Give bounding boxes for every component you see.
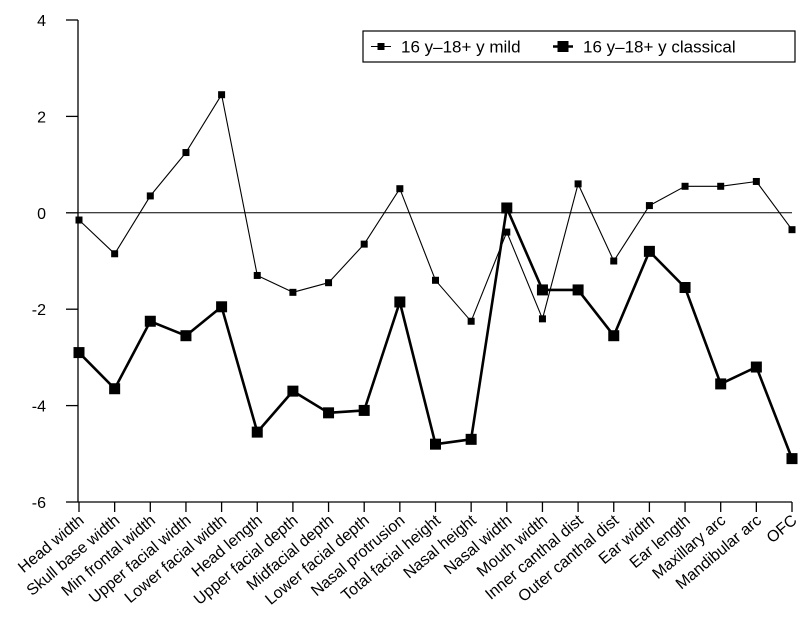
data-point <box>610 257 618 265</box>
data-point <box>750 361 762 373</box>
data-point <box>325 279 333 287</box>
data-point <box>218 91 226 99</box>
legend-label: 16 y–18+ y classical <box>583 38 736 57</box>
data-point <box>182 149 190 157</box>
data-point <box>251 426 263 438</box>
data-point <box>717 182 725 190</box>
data-point <box>467 317 475 325</box>
data-point <box>146 192 154 200</box>
data-point <box>465 433 477 445</box>
data-point <box>788 226 796 234</box>
data-point <box>394 296 406 308</box>
data-point <box>144 315 156 327</box>
data-point <box>643 245 655 257</box>
data-point <box>287 385 299 397</box>
data-point <box>73 347 85 359</box>
series-classical <box>73 202 798 465</box>
data-point <box>289 288 297 296</box>
data-point <box>503 228 511 236</box>
data-point <box>360 240 368 248</box>
y-tick-label: -2 <box>32 302 46 319</box>
data-point <box>752 177 760 185</box>
legend-item: 16 y–18+ y classical <box>553 38 736 57</box>
data-point <box>681 182 689 190</box>
legend-marker <box>377 43 385 50</box>
data-point <box>396 185 404 193</box>
data-point <box>786 453 798 465</box>
y-tick-label: -4 <box>32 399 46 416</box>
series-mild <box>75 91 796 325</box>
data-point <box>574 180 582 188</box>
data-point <box>432 276 439 284</box>
data-point <box>216 301 228 313</box>
data-point <box>75 216 83 224</box>
data-point <box>538 315 546 323</box>
y-tick-label: 2 <box>37 109 46 126</box>
data-point <box>358 404 370 416</box>
data-point <box>111 250 119 258</box>
data-point <box>253 271 261 279</box>
data-point <box>572 284 584 296</box>
legend: 16 y–18+ y mild 16 y–18+ y classical <box>362 30 796 63</box>
data-point <box>180 330 192 342</box>
x-category-label: OFC <box>764 512 800 547</box>
y-tick-label: -6 <box>32 495 46 512</box>
legend-item: 16 y–18+ y mild <box>371 38 521 57</box>
data-point <box>109 383 121 395</box>
data-point <box>608 330 620 342</box>
series-layer <box>73 91 798 465</box>
legend-box <box>362 30 796 63</box>
data-point <box>536 284 548 296</box>
data-point <box>645 202 653 210</box>
data-point <box>323 407 335 419</box>
legend-marker <box>557 41 569 52</box>
data-point <box>679 282 691 294</box>
y-tick-label: 4 <box>37 13 46 30</box>
legend-label: 16 y–18+ y mild <box>401 38 521 57</box>
data-point <box>501 202 513 214</box>
data-point <box>430 438 441 450</box>
data-point <box>715 378 727 390</box>
y-tick-label: 0 <box>37 206 46 223</box>
